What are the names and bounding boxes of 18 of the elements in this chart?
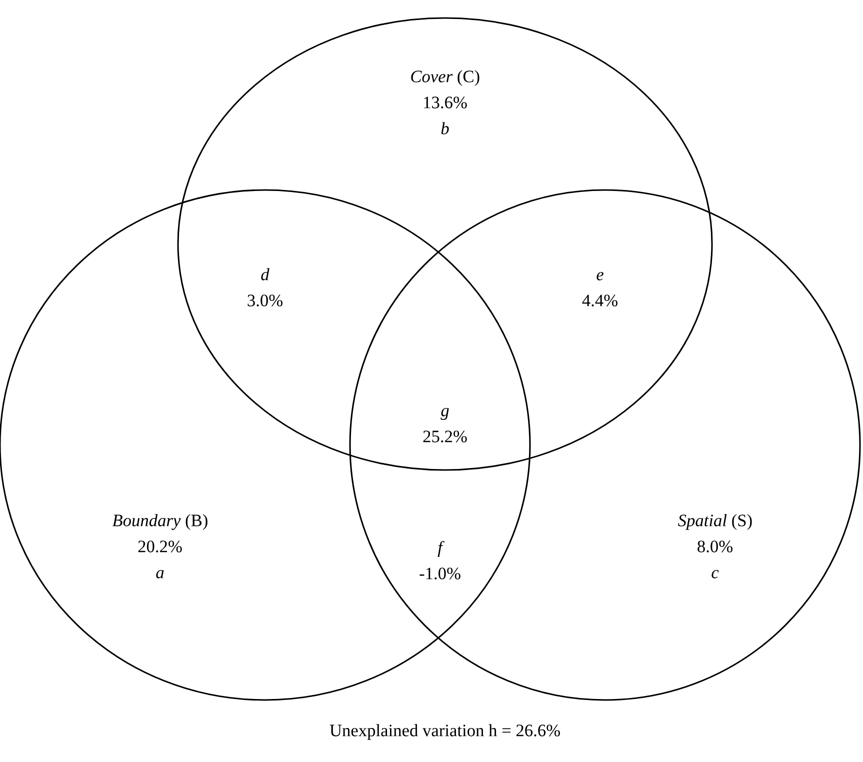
category-label: d (261, 268, 270, 280)
category-label: e (596, 272, 604, 280)
data-label: 20.2% (138, 540, 182, 552)
data-label: 13.6% (424, 96, 467, 108)
data-label: 25.2% (423, 430, 467, 442)
category-label: g (440, 408, 449, 420)
category-label: f (438, 541, 444, 557)
text: Unexplained variation h = 26.6% (330, 724, 560, 740)
text: Cover (C) (411, 70, 480, 86)
data-label: 4.4% (582, 294, 618, 306)
text: Spatial (S) (678, 514, 752, 530)
category-label: b (441, 122, 449, 134)
category-label: c (712, 570, 719, 578)
data-label: 8.0% (698, 540, 732, 552)
text: Boundary (B) (112, 514, 208, 530)
category-label: a (156, 570, 164, 578)
data-label: -1.0% (420, 568, 460, 580)
data-label: 3.0% (248, 294, 282, 306)
